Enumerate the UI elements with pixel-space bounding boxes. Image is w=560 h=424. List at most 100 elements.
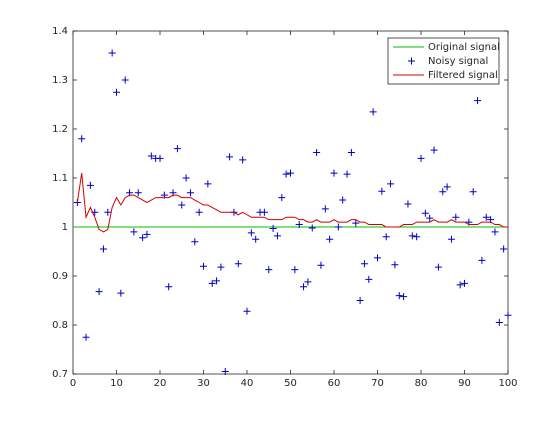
data-point: [113, 88, 120, 96]
data-point: [430, 146, 438, 154]
data-point: [295, 221, 303, 229]
data-point: [273, 232, 281, 240]
data-point: [287, 169, 294, 177]
data-point: [326, 235, 334, 243]
x-tick-label: 10: [110, 378, 123, 389]
legend-label: Filtered signal: [428, 70, 498, 81]
data-point: [461, 279, 468, 287]
data-point: [404, 200, 412, 208]
data-point: [369, 108, 377, 116]
y-tick-label: 0.8: [52, 320, 68, 331]
data-point: [143, 230, 151, 238]
data-point: [317, 261, 325, 269]
data-point: [482, 213, 490, 221]
data-point: [217, 263, 225, 271]
x-tick-label: 70: [371, 378, 384, 389]
data-point: [234, 260, 242, 268]
data-point: [278, 194, 286, 202]
data-point: [413, 233, 421, 241]
data-point: [474, 97, 482, 105]
data-point: [504, 311, 512, 319]
data-point: [382, 233, 390, 241]
data-point: [282, 170, 290, 178]
data-point: [247, 229, 255, 237]
data-point: [182, 174, 190, 182]
data-point: [134, 189, 142, 197]
legend-label: Noisy signal: [428, 56, 488, 67]
data-point: [395, 292, 403, 300]
legend-box: [387, 37, 500, 85]
data-point: [178, 201, 186, 209]
data-point: [82, 333, 90, 341]
data-line: [76, 173, 508, 233]
data-point: [365, 275, 373, 283]
data-point: [343, 170, 351, 178]
data-point: [491, 228, 499, 236]
data-point: [456, 281, 464, 289]
data-point: [221, 368, 229, 376]
x-tick-label: 30: [197, 378, 210, 389]
data-point: [186, 189, 194, 197]
data-point: [239, 156, 247, 164]
data-point: [78, 135, 86, 143]
data-point: [321, 205, 329, 213]
data-point: [443, 183, 451, 191]
data-point: [252, 235, 260, 243]
data-point: [334, 223, 342, 231]
legend-label: Original signal: [428, 42, 500, 53]
data-point: [147, 152, 155, 160]
data-point: [291, 266, 299, 274]
data-point: [447, 235, 455, 243]
y-tick-label: 1.2: [52, 124, 68, 135]
y-tick-label: 0.7: [52, 369, 68, 380]
data-point: [339, 196, 347, 204]
data-point: [213, 277, 221, 285]
data-point: [99, 245, 107, 253]
x-tick-label: 20: [154, 378, 167, 389]
data-point: [304, 278, 312, 286]
data-point: [391, 261, 399, 269]
data-point: [387, 180, 395, 188]
x-tick-label: 50: [284, 378, 297, 389]
data-point: [195, 208, 203, 216]
data-point: [104, 208, 112, 216]
data-point: [243, 307, 251, 315]
data-point: [313, 149, 321, 157]
x-tick-label: 0: [70, 378, 76, 389]
data-point: [95, 288, 103, 296]
data-point: [378, 187, 386, 195]
y-tick-label: 1: [62, 222, 68, 233]
y-tick-label: 1.3: [52, 75, 68, 86]
data-point: [374, 254, 381, 262]
data-point: [478, 256, 486, 264]
data-point: [117, 289, 125, 297]
data-point: [108, 49, 116, 57]
data-point: [260, 208, 268, 216]
data-point: [204, 180, 212, 188]
x-tick-label: 80: [415, 378, 428, 389]
data-point: [400, 293, 408, 301]
data-point: [156, 154, 164, 162]
data-point: [421, 209, 429, 217]
data-point: [173, 145, 181, 153]
data-point: [200, 262, 207, 270]
data-point: [352, 219, 360, 227]
data-point: [439, 188, 447, 196]
data-point: [434, 263, 442, 271]
data-point: [226, 153, 234, 161]
data-point: [452, 213, 460, 221]
x-tick-label: 100: [498, 378, 517, 389]
x-tick-label: 90: [458, 378, 471, 389]
data-point: [269, 224, 277, 232]
data-point: [426, 214, 434, 222]
data-point: [308, 224, 316, 232]
y-tick-label: 0.9: [52, 271, 68, 282]
data-point: [408, 232, 416, 240]
data-point: [130, 228, 138, 236]
data-point: [191, 238, 199, 246]
plot-area: [72, 30, 509, 375]
data-point: [330, 169, 338, 177]
data-point: [469, 188, 477, 196]
data-point: [495, 319, 503, 327]
data-point: [208, 279, 216, 287]
